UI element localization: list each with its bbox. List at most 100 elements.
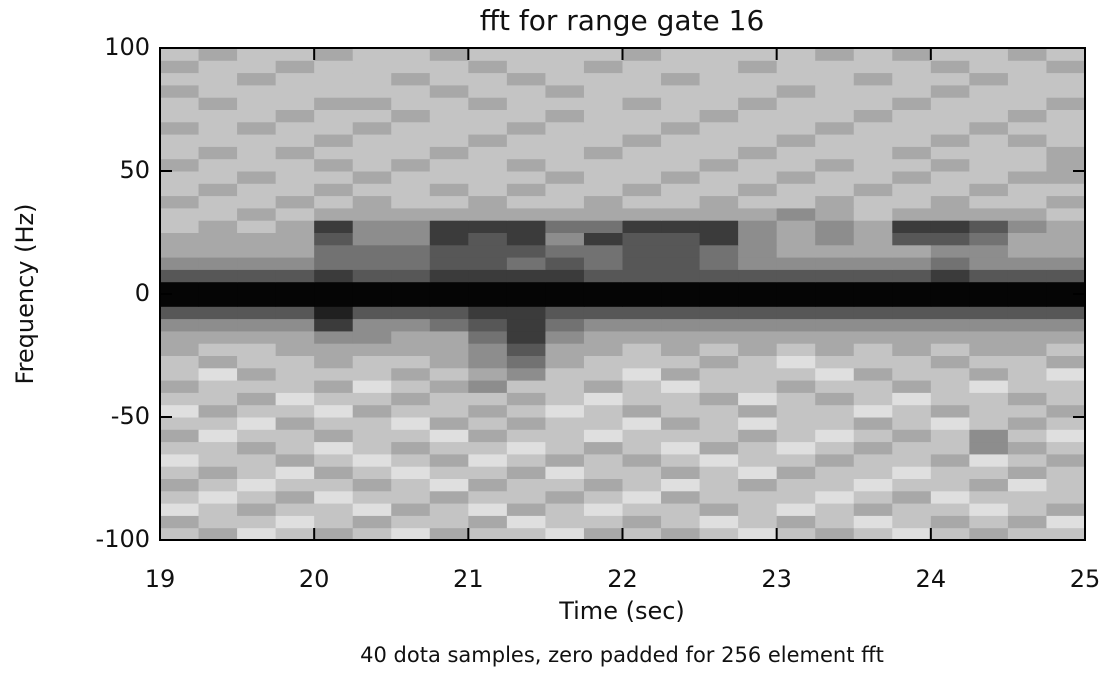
heatmap-cell [391,429,431,443]
heatmap-cell [391,257,431,270]
heatmap-cell [275,146,315,160]
heatmap-cell [1007,220,1047,233]
heatmap-cell [699,146,739,160]
heatmap-cell [815,355,855,369]
heatmap-cell [738,171,778,184]
heatmap-cell [160,318,200,332]
heatmap-cell [468,294,508,307]
heatmap-cell [506,195,546,209]
heatmap-cell [352,84,392,98]
heatmap-cell [237,404,277,418]
heatmap-cell [815,244,855,258]
y-tick-label: -50 [111,402,150,430]
heatmap-cell [969,306,1009,320]
heatmap-cell [506,257,546,270]
heatmap-cell [275,404,315,418]
heatmap-cell [738,343,778,356]
heatmap-cell [237,195,277,209]
heatmap-cell [892,367,932,381]
heatmap-cell [738,318,778,332]
heatmap-cell [545,318,585,332]
heatmap-cell [275,306,315,320]
heatmap-cell [815,466,855,479]
heatmap-cell [776,134,816,147]
heatmap-cell [198,183,238,197]
heatmap-cell [699,134,739,147]
heatmap-cell [969,392,1009,406]
heatmap-cell [892,490,932,504]
heatmap-cell [661,48,701,61]
heatmap-cell [815,515,855,529]
heatmap-cell [314,158,354,172]
heatmap-cell [275,171,315,184]
heatmap-cell [583,306,623,320]
heatmap-cell [237,294,277,307]
heatmap-cell [738,244,778,258]
heatmap-cell [237,355,277,369]
heatmap-cell [892,294,932,307]
heatmap-cell [391,269,431,283]
heatmap-cell [622,478,662,492]
heatmap-cell [930,404,970,418]
heatmap-cell [661,281,701,295]
heatmap-cell [853,244,893,258]
heatmap-cell [468,72,508,86]
heatmap-cell [738,158,778,172]
heatmap-cell [930,257,970,270]
heatmap-cell [429,453,469,467]
heatmap-cell [391,146,431,160]
heatmap-cell [661,306,701,320]
heatmap-cell [468,466,508,479]
heatmap-cell [892,380,932,393]
heatmap-cell [198,146,238,160]
heatmap-cell [699,392,739,406]
heatmap-cell [1046,503,1086,516]
heatmap-cell [352,72,392,86]
heatmap-cell [198,490,238,504]
heatmap-cell [429,404,469,418]
heatmap-cell [1046,527,1086,541]
x-tick-label: 21 [453,565,484,593]
heatmap-cell [468,453,508,467]
heatmap-cell [1007,318,1047,332]
heatmap-cell [776,84,816,98]
heatmap-cell [661,330,701,344]
heatmap-cell [468,330,508,344]
heatmap-cell [892,244,932,258]
heatmap-cell [583,232,623,246]
heatmap-cell [275,490,315,504]
heatmap-cell [275,121,315,135]
heatmap-cell [198,158,238,172]
heatmap-cell [198,318,238,332]
heatmap-cell [969,220,1009,233]
heatmap-cell [892,72,932,86]
heatmap-cell [314,97,354,110]
heatmap-cell [468,367,508,381]
heatmap-cell [468,515,508,529]
heatmap-cell [160,330,200,344]
heatmap-cell [622,232,662,246]
heatmap-cell [352,392,392,406]
y-axis-label: Frequency (Hz) [11,204,39,385]
heatmap-cell [853,134,893,147]
heatmap-cell [738,453,778,467]
heatmap-cell [314,146,354,160]
heatmap-cell [506,503,546,516]
heatmap-cell [160,244,200,258]
heatmap-cell [699,109,739,123]
heatmap-cell [661,244,701,258]
heatmap-cell [699,478,739,492]
heatmap-cell [853,392,893,406]
heatmap-cell [1046,257,1086,270]
heatmap-cell [160,367,200,381]
heatmap-cell [352,195,392,209]
heatmap-cell [391,404,431,418]
heatmap-cell [583,220,623,233]
heatmap-cell [738,60,778,74]
heatmap-cell [738,183,778,197]
heatmap-cell [1007,257,1047,270]
heatmap-cell [391,207,431,221]
heatmap-cell [198,466,238,479]
heatmap-cell [314,84,354,98]
heatmap-cell [237,417,277,430]
